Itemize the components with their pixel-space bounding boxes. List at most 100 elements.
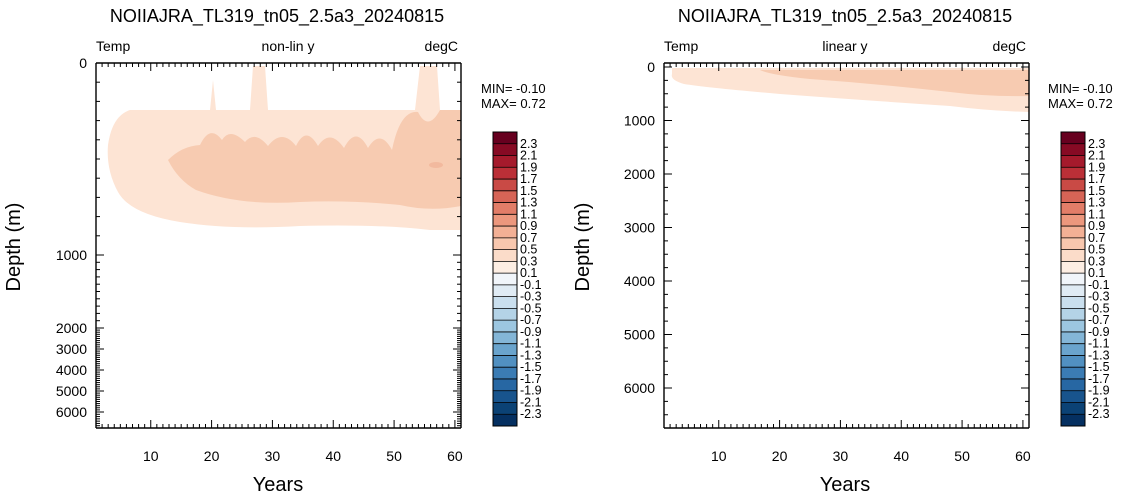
colorbar-box [1061,214,1085,227]
x-tick-label: 20 [204,448,220,464]
max-label: MAX= 0.72 [481,96,546,111]
colorbar-box [1061,167,1085,180]
colorbar-label: 1.7 [1088,172,1105,186]
header-center: non-lin y [262,38,315,54]
x-tick-label: 50 [954,448,970,464]
colorbar-label: -1.7 [1088,372,1110,386]
contour-spot [429,162,443,168]
colorbar-box [1061,331,1085,344]
header-right: degC [425,38,458,54]
x-tick-labels: 10 20 30 40 50 60 [143,448,463,464]
colorbar-label: -0.3 [1088,290,1110,304]
colorbar-box [493,355,517,368]
colorbar-label: 2.3 [1088,137,1105,151]
panel-nonlinear: NOIIAJRA_TL319_tn05_2.5a3_20240815 Temp … [3,6,546,496]
x-tick-label: 30 [833,448,849,464]
header-left: Temp [664,38,698,54]
colorbar-box [493,331,517,344]
colorbar-box [493,132,517,145]
y-tick-label: 2000 [624,166,655,182]
colorbar-label: -1.5 [1088,360,1110,374]
x-tick-labels: 10 20 30 40 50 60 [711,448,1031,464]
y-axis-label: Depth (m) [572,203,594,292]
y-tick-label: 3000 [56,341,87,357]
panel-linear: NOIIAJRA_TL319_tn05_2.5a3_20240815 Temp … [572,6,1113,496]
x-tick-label: 10 [711,448,727,464]
colorbar-label: -1.1 [1088,337,1110,351]
colorbar-label: 0.9 [1088,219,1105,233]
contour-region-0.3-0.5 [760,70,1029,97]
chart-title: NOIIAJRA_TL319_tn05_2.5a3_20240815 [110,6,444,27]
colorbar-label: -1.9 [520,384,542,398]
colorbar-box [1061,378,1085,392]
colorbar-box [1061,343,1085,356]
colorbar-box [493,284,517,297]
colorbar-label: -1.3 [520,348,542,362]
colorbar-label: -1.9 [1088,384,1110,398]
colorbar-label: -0.9 [1088,325,1110,339]
colorbar-label: 0.3 [520,254,537,268]
header-left: Temp [96,38,130,54]
chart-title: NOIIAJRA_TL319_tn05_2.5a3_20240815 [678,6,1012,27]
colorbar-label: -2.3 [520,407,542,421]
y-tick-label: 1000 [56,247,87,263]
y-tick-label: 2000 [56,320,87,336]
colorbar: 2.32.11.91.71.51.31.10.90.70.50.30.1-0.1… [1060,131,1110,427]
colorbar-box [493,202,517,215]
colorbar-box [493,390,517,403]
colorbar-label: -0.7 [1088,313,1110,327]
colorbar-box [493,378,517,392]
x-tick-label: 20 [772,448,788,464]
colorbar-box [493,308,517,321]
colorbar-box [1061,390,1085,403]
y-tick-labels: 0 1000 2000 3000 4000 5000 6000 [624,59,655,396]
colorbar-box [493,155,517,168]
colorbar-box [1061,296,1085,309]
colorbar-box [493,249,517,262]
colorbar-label: 1.7 [520,172,537,186]
colorbar: 2.32.11.91.71.51.31.10.90.70.50.30.1-0.1… [492,131,542,427]
colorbar-box [1061,308,1085,321]
colorbar-box [1061,402,1085,415]
contour-region-0.3-0.5 [168,110,461,209]
colorbar-label: -0.1 [1088,278,1110,292]
x-tick-label: 60 [1015,448,1031,464]
colorbar-box [1061,202,1085,215]
colorbar-label: -0.9 [520,325,542,339]
x-tick-label: 50 [386,448,402,464]
colorbar-box [1061,320,1085,333]
colorbar-box [493,190,517,203]
colorbar-label: 1.5 [1088,184,1105,198]
colorbar-label: 1.9 [520,160,537,174]
colorbar-label: -0.7 [520,313,542,327]
y-tick-label: 0 [647,59,655,75]
colorbar-label: 0.3 [1088,254,1105,268]
colorbar-label: 1.1 [520,207,537,221]
colorbar-box [493,402,517,415]
colorbar-box [493,167,517,180]
colorbar-label: 1.9 [1088,160,1105,174]
colorbar-label: -0.3 [520,290,542,304]
colorbar-label: 2.1 [520,149,537,163]
colorbar-box [493,214,517,227]
colorbar-box [493,143,517,156]
colorbar-box [1061,237,1085,250]
colorbar-box [493,179,517,192]
axis-ticks [96,62,461,429]
colorbar-box [493,226,517,239]
colorbar-box [493,261,517,274]
colorbar-box [493,320,517,333]
y-tick-label: 5000 [56,383,87,399]
colorbar-label: 1.1 [1088,207,1105,221]
colorbar-box [1061,355,1085,368]
colorbar-label: -2.3 [1088,407,1110,421]
header-center: linear y [822,38,867,54]
x-tick-label: 40 [893,448,909,464]
y-tick-label: 6000 [624,380,655,396]
colorbar-label: -0.5 [520,301,542,315]
colorbar-box [1061,261,1085,274]
colorbar-box [493,343,517,356]
colorbar-box [1061,179,1085,192]
colorbar-box [1061,226,1085,239]
colorbar-label: 1.3 [1088,196,1105,210]
